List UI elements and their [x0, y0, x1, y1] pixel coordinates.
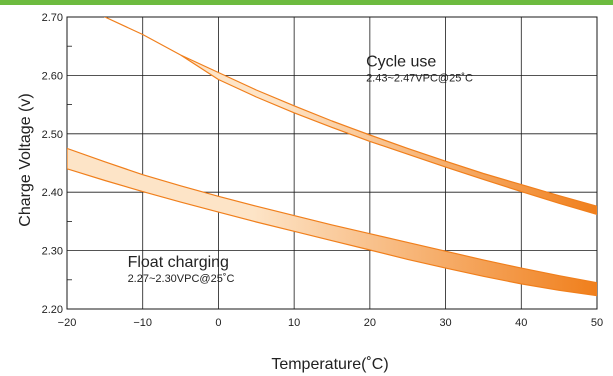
y-tick-label: 2.70 [42, 12, 63, 24]
x-axis-title: Temperature(˚C) [271, 356, 388, 373]
y-tick-label: 2.50 [42, 129, 63, 141]
x-tick-label: 30 [439, 317, 451, 329]
x-tick-label: 20 [364, 317, 376, 329]
annotation-label: Float charging [128, 254, 229, 271]
x-tick-label: −20 [58, 317, 77, 329]
x-tick-label: 10 [288, 317, 300, 329]
band-layer [67, 17, 597, 297]
y-tick-label: 2.30 [42, 246, 63, 258]
x-tick-label: 40 [515, 317, 527, 329]
annotation-sublabel: 2.43~2.47VPC@25˚C [366, 73, 473, 85]
band-cycle-use [104, 17, 597, 215]
y-tick-label: 2.60 [42, 70, 63, 82]
x-tick-label: −10 [133, 317, 152, 329]
x-tick-label: 0 [215, 317, 221, 329]
band-float-charging [67, 147, 597, 297]
y-tick-label: 2.40 [42, 187, 63, 199]
annotation-layer: Cycle use 2.43~2.47VPC@25˚C Float charging… [128, 54, 473, 285]
annotation-label: Cycle use [366, 54, 436, 71]
y-tick-label: 2.20 [42, 304, 63, 316]
annotation-sublabel: 2.27~2.30VPC@25˚C [128, 273, 235, 285]
x-tick-label: 50 [591, 317, 603, 329]
top-accent-bar [0, 0, 613, 5]
tick-layer: −20 −10 0 10 20 30 40 50 2.20 2.30 2.40 2.50 2.60 2.7… [42, 12, 604, 329]
y-axis-title: Charge Voltage (v) [17, 93, 34, 226]
